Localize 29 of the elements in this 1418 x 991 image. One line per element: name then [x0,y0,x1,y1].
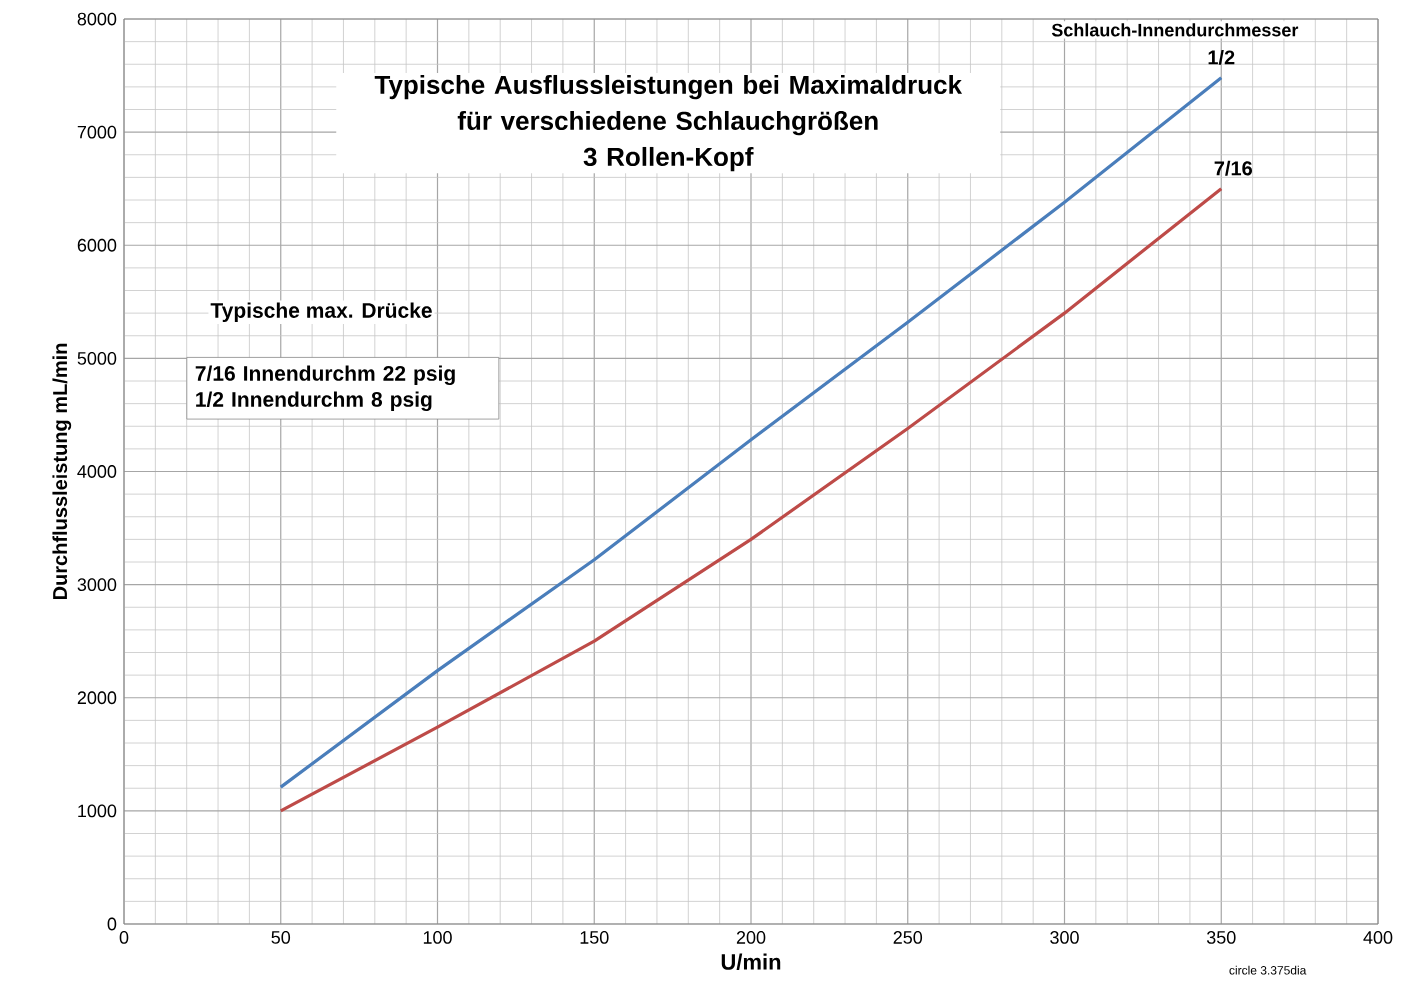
x-tick-label: 100 [423,931,452,944]
x-tick-label: 250 [893,931,923,944]
annotation: Typische max. Drücke [210,302,432,323]
x-tick-label: 150 [580,931,609,944]
legend-title: Schlauch-Innendurchmesser [1051,23,1299,37]
y-tick-label: 3000 [77,578,117,592]
y-tick-label: 4000 [77,465,117,478]
series-label: 7/16 [1214,160,1253,176]
y-tick-label: 7000 [77,125,117,139]
annotation: 1/2 Innendurchm 8 psig [196,391,432,412]
y-tick-label: 5000 [77,352,117,365]
y-tick-label: 0 [107,917,117,931]
y-tick-label: 1000 [78,804,117,818]
y-axis-title: Durchflussleistung mL/min [52,343,72,600]
series-label: 1/2 [1208,49,1235,65]
x-tick-label: 350 [1206,931,1236,944]
x-tick-label: 200 [736,931,766,944]
x-tick-label: 300 [1050,931,1079,944]
y-tick-label: 8000 [77,12,117,26]
annotation: 7/16 Innendurchm 22 psig [195,365,455,386]
x-tick-label: 0 [119,931,129,944]
x-tick-label: 50 [271,931,291,944]
x-tick-label: 400 [1363,931,1393,944]
y-tick-label: 6000 [77,238,117,252]
x-axis-title: U/min [721,953,781,970]
y-tick-label: 2000 [77,691,117,705]
text: circle 3.375dia [1229,965,1307,975]
text: 3 Rollen-Kopf [583,146,754,172]
text: Typische Ausflussleistungen bei Maximaldruck für verschiedene Schlauchgrößen [374,74,963,136]
